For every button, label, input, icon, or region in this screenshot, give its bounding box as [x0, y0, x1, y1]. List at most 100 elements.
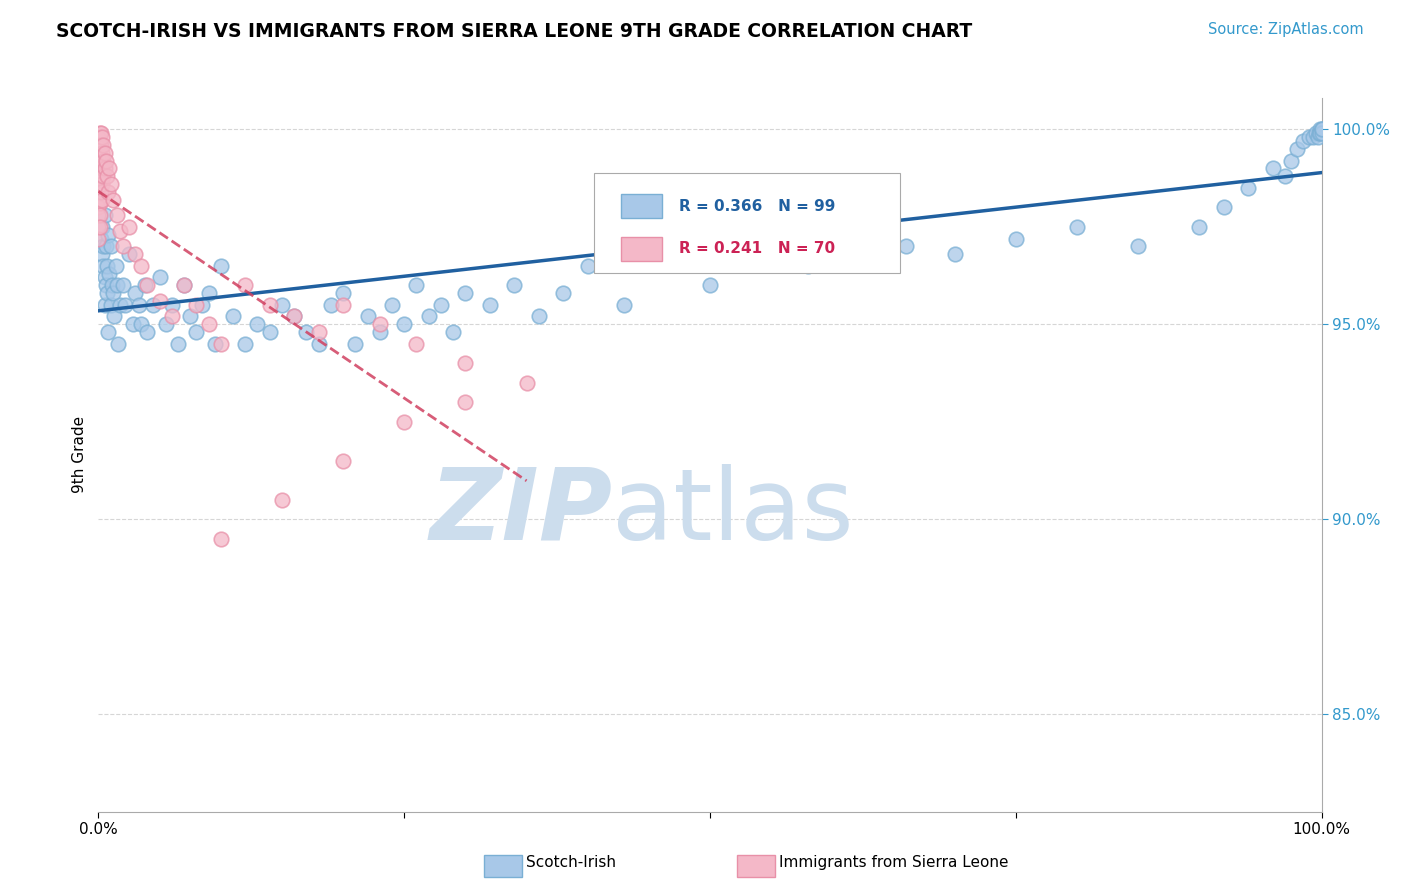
Point [87, 169, 110, 183]
Point [129, 318, 152, 332]
Point [93, 161, 115, 176]
Point [797, 259, 820, 273]
FancyBboxPatch shape [620, 237, 662, 261]
Point [1298, 130, 1320, 145]
Point [155, 318, 177, 332]
Point [1310, 126, 1333, 140]
Point [107, 336, 129, 351]
Point [270, 298, 294, 312]
Point [613, 298, 636, 312]
Point [118, 247, 141, 261]
Point [1305, 126, 1327, 140]
Point [91, 130, 114, 145]
Point [87, 130, 110, 145]
Point [197, 286, 219, 301]
Point [91, 239, 114, 253]
Point [91, 161, 114, 176]
Text: Immigrants from Sierra Leone: Immigrants from Sierra Leone [779, 855, 1008, 870]
Text: ZIP: ZIP [429, 464, 612, 560]
Point [118, 219, 141, 234]
Point [96, 259, 118, 273]
Point [89, 219, 111, 234]
Point [98, 161, 121, 176]
Point [173, 278, 195, 293]
Point [1066, 219, 1088, 234]
Point [1261, 161, 1284, 176]
Text: Scotch-Irish: Scotch-Irish [526, 855, 616, 870]
Point [90, 150, 112, 164]
Point [97, 185, 120, 199]
Point [270, 492, 294, 507]
Point [124, 247, 146, 261]
Point [1292, 134, 1315, 148]
Point [93, 145, 115, 160]
Point [89, 150, 111, 164]
Point [1309, 126, 1331, 140]
Point [124, 286, 146, 301]
Point [503, 278, 526, 293]
Point [368, 318, 391, 332]
Point [94, 153, 117, 168]
Point [91, 137, 114, 152]
Point [142, 298, 165, 312]
Text: R = 0.241   N = 70: R = 0.241 N = 70 [679, 242, 835, 257]
Point [308, 336, 330, 351]
Point [1302, 130, 1324, 145]
Point [90, 137, 112, 152]
Y-axis label: 9th Grade: 9th Grade [72, 417, 87, 493]
Point [332, 454, 354, 468]
Point [392, 318, 416, 332]
Point [1004, 231, 1026, 245]
Point [100, 177, 122, 191]
Point [167, 336, 190, 351]
Point [405, 336, 427, 351]
Point [699, 278, 721, 293]
Point [100, 298, 122, 312]
Point [91, 145, 114, 160]
Point [160, 310, 183, 324]
Point [1286, 142, 1309, 156]
Point [97, 325, 120, 339]
Point [308, 325, 330, 339]
Point [197, 318, 219, 332]
Point [101, 286, 124, 301]
Point [209, 532, 232, 546]
Point [87, 219, 110, 234]
Point [111, 278, 134, 293]
Point [295, 325, 318, 339]
Point [454, 286, 477, 301]
Point [1279, 153, 1302, 168]
Point [101, 278, 124, 293]
Point [943, 247, 966, 261]
Point [89, 208, 111, 222]
Point [381, 298, 404, 312]
Point [246, 318, 269, 332]
Point [1310, 122, 1333, 136]
Point [114, 298, 136, 312]
Point [105, 278, 128, 293]
Point [283, 310, 305, 324]
Point [89, 161, 111, 176]
Point [90, 126, 112, 140]
Point [90, 185, 112, 199]
Point [233, 336, 256, 351]
Point [134, 278, 156, 293]
Point [204, 336, 226, 351]
Point [105, 208, 128, 222]
Point [186, 298, 208, 312]
Point [94, 239, 117, 253]
Point [111, 239, 134, 253]
Point [87, 208, 110, 222]
Point [136, 278, 159, 293]
Text: atlas: atlas [612, 464, 853, 560]
Point [100, 239, 122, 253]
Point [1306, 130, 1329, 145]
Point [93, 298, 115, 312]
Point [104, 259, 127, 273]
Point [418, 310, 440, 324]
Point [96, 169, 118, 183]
Point [98, 267, 121, 281]
Point [136, 325, 159, 339]
Point [392, 415, 416, 429]
Point [90, 231, 112, 245]
